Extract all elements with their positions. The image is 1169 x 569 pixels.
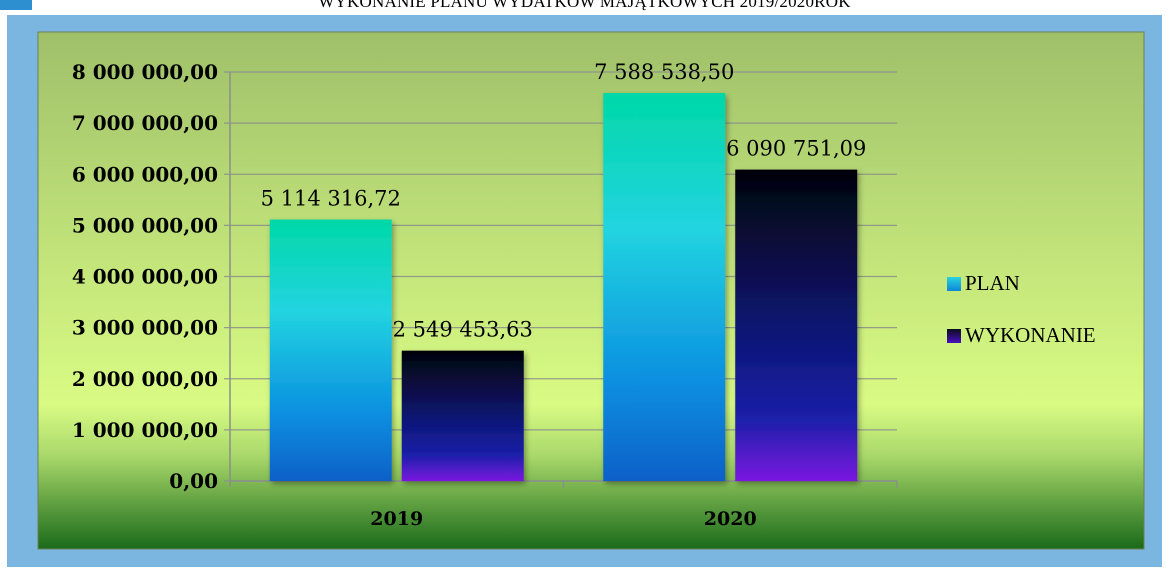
legend-item-plan: PLAN <box>947 271 1096 296</box>
y-tick-label: 8 000 000,00 <box>72 60 218 84</box>
data-label-wykonanie-2020: 6 090 751,09 <box>726 137 866 161</box>
y-tick-label: 3 000 000,00 <box>72 316 218 340</box>
data-label-plan-2020: 7 588 538,50 <box>594 60 734 84</box>
page-title: WYKONANIE PLANU WYDATKÓW MAJĄTKOWYCH 201… <box>318 0 851 11</box>
data-label-plan-2019: 5 114 316,72 <box>261 187 401 211</box>
y-tick-label: 4 000 000,00 <box>72 265 218 289</box>
bar-plan-2019 <box>269 219 392 481</box>
y-tick-label: 0,00 <box>169 469 218 493</box>
plot-area <box>37 31 1145 550</box>
x-tick-label: 2019 <box>370 508 423 530</box>
legend-label-wykonanie: WYKONANIE <box>965 323 1096 347</box>
legend: PLAN WYKONANIE <box>947 271 1096 375</box>
corner-mark <box>0 0 32 10</box>
chart-frame: 0,00 1 000 000,00 2 000 000,00 3 000 000,00… <box>7 15 1162 567</box>
y-tick-label: 6 000 000,00 <box>72 162 218 186</box>
legend-swatch-wykonanie <box>947 328 961 343</box>
y-tick-label: 1 000 000,00 <box>72 418 218 442</box>
bar-wykonanie-2020 <box>735 169 858 481</box>
bar-plan-2020 <box>603 93 726 481</box>
y-tick-label: 2 000 000,00 <box>72 367 218 391</box>
legend-label-plan: PLAN <box>965 271 1020 295</box>
data-label-wykonanie-2019: 2 549 453,63 <box>393 318 533 342</box>
bar-chart: 0,00 1 000 000,00 2 000 000,00 3 000 000,00… <box>37 31 1145 550</box>
legend-swatch-plan <box>947 276 961 291</box>
y-tick-label: 5 000 000,00 <box>72 213 218 237</box>
y-tick-label: 7 000 000,00 <box>72 111 218 135</box>
legend-item-wykonanie: WYKONANIE <box>947 323 1096 348</box>
x-tick-label: 2020 <box>704 508 757 530</box>
bar-wykonanie-2019 <box>401 350 524 481</box>
